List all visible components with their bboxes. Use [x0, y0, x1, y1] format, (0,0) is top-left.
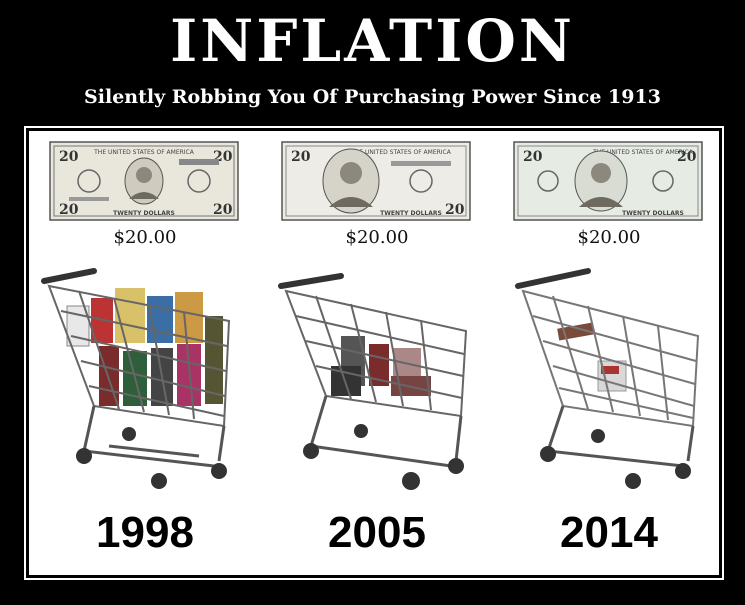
cart-wheel [354, 424, 368, 438]
poster-subtitle: Silently Robbing You Of Purchasing Power… [84, 86, 661, 108]
bill-footer-label: TWENTY DOLLARS [380, 210, 442, 217]
bill-corner-bottom-right: 20 [213, 202, 233, 218]
bill-corner-top-left: 20 [59, 149, 79, 165]
cart-wheel [675, 463, 691, 479]
shopping-cart-icon [41, 268, 231, 489]
shopping-cart-icon [515, 268, 700, 489]
bill-bank-label: THE UNITED STATES OF AMERICA [350, 149, 452, 156]
bill-bank-label: THE UNITED STATES OF AMERICA [592, 149, 694, 156]
cart-wheel [591, 429, 605, 443]
price-label: $20.00 [345, 227, 409, 248]
column-2005: 20 20 THE UNITED STATES OF AMERICA TWENT… [261, 131, 493, 575]
cart-handle [41, 268, 97, 284]
year-label: 1998 [96, 508, 194, 557]
twenty-dollar-bill-icon: 20 20 THE UNITED STATES OF AMERICA TWENT… [281, 141, 471, 221]
column-1998: 20 20 20 20 THE UNITED STATES OF AMERICA… [29, 131, 261, 575]
cart-wheel [625, 473, 641, 489]
cart-wheel [122, 427, 136, 441]
cart-frame [309, 395, 463, 468]
poster-title: INFLATION [170, 7, 575, 75]
cart-wheel [303, 443, 319, 459]
bill-corner-top-left: 20 [523, 149, 543, 165]
bill-footer-label: TWENTY DOLLARS [622, 210, 684, 217]
cart-groceries [66, 288, 223, 406]
column-2014: 20 20 THE UNITED STATES OF AMERICA TWENT… [493, 131, 725, 575]
cart-wheel [448, 458, 464, 474]
cart-handle [278, 273, 344, 289]
cart-wheel [402, 472, 420, 490]
bill-corner-bottom-left: 20 [59, 202, 79, 218]
price-label: $20.00 [113, 227, 177, 248]
cart-wheel [151, 473, 167, 489]
bill-corner-bottom-right: 20 [445, 202, 465, 218]
twenty-dollar-bill-icon: 20 20 20 20 THE UNITED STATES OF AMERICA… [49, 141, 239, 221]
cart-handle [515, 268, 591, 289]
cart-wheel [540, 446, 556, 462]
bill-bank-label: THE UNITED STATES OF AMERICA [93, 149, 195, 156]
cart-wheel [211, 463, 227, 479]
bill-footer-label: TWENTY DOLLARS [113, 210, 175, 217]
shopping-cart-icon [278, 273, 468, 490]
cart-basket [521, 289, 700, 428]
cart-wheel [76, 448, 92, 464]
bill-corner-top-left: 20 [291, 149, 311, 165]
year-label: 2005 [328, 508, 426, 557]
year-label: 2014 [560, 508, 658, 557]
twenty-dollar-bill-icon: 20 20 THE UNITED STATES OF AMERICA TWENT… [513, 141, 703, 221]
bill-corner-top-right: 20 [677, 149, 697, 165]
comparison-panel: 20 20 20 20 THE UNITED STATES OF AMERICA… [24, 126, 725, 580]
price-label: $20.00 [577, 227, 641, 248]
